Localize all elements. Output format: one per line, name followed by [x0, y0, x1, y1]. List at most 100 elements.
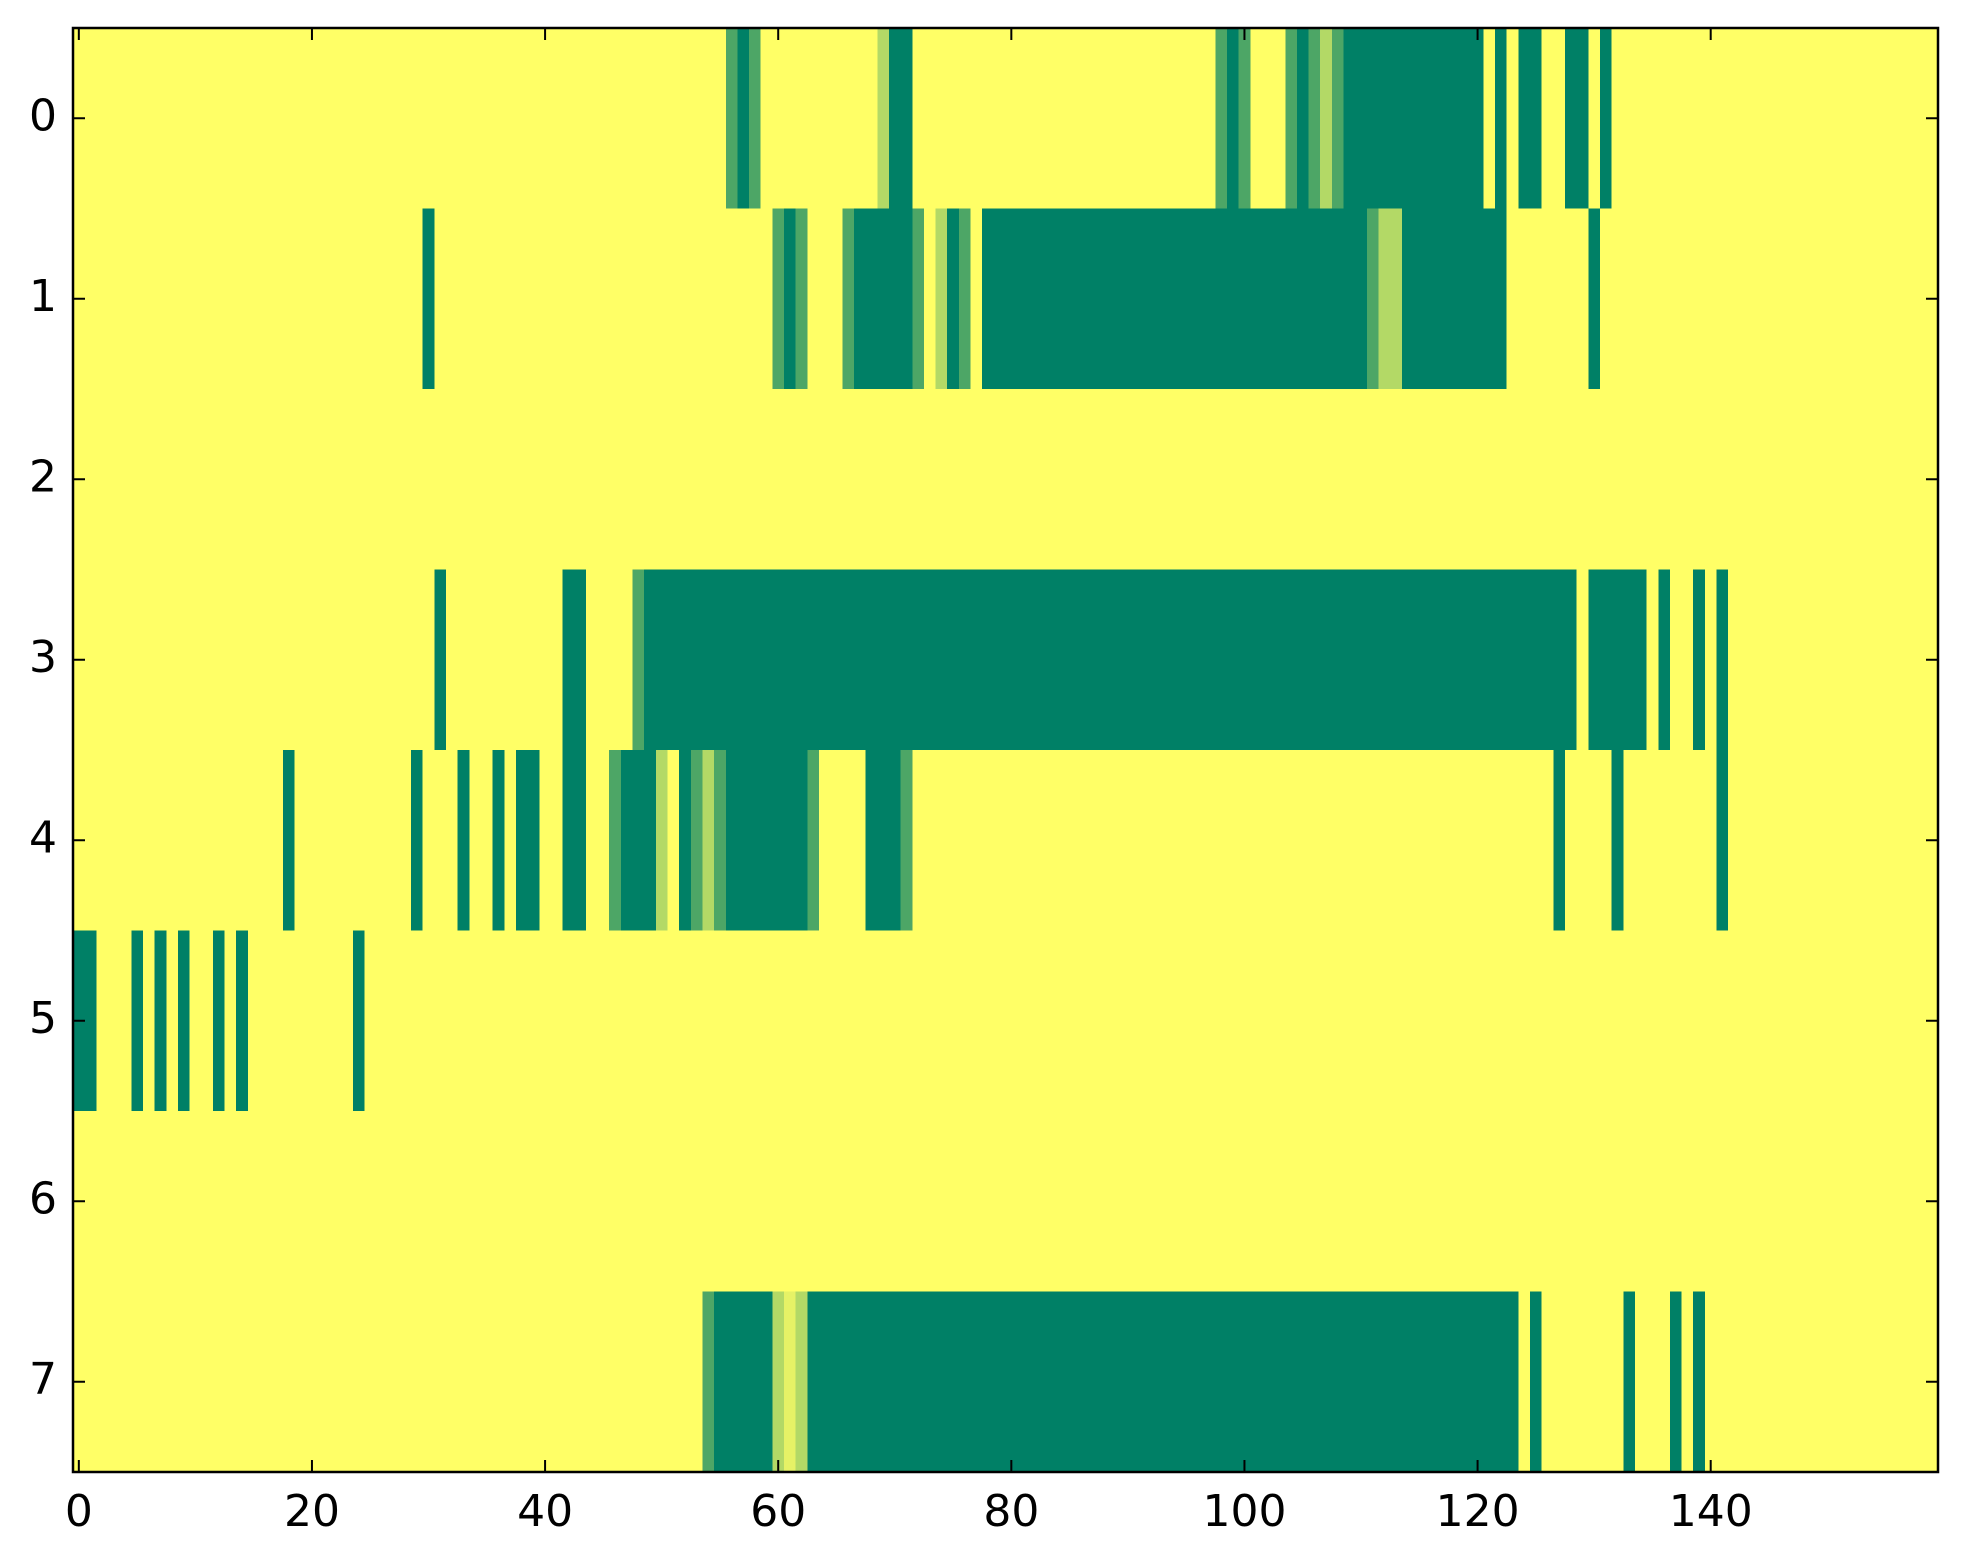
heatmap-cell	[585, 28, 599, 210]
x-tick-label: 0	[65, 1486, 93, 1537]
heatmap-cell	[1110, 569, 1123, 751]
heatmap-cell	[1180, 1111, 1193, 1293]
heatmap-cell	[329, 389, 342, 571]
heatmap-cell	[725, 28, 739, 210]
heatmap-cell	[550, 1291, 564, 1473]
heatmap-cell	[620, 930, 634, 1112]
heatmap-cell	[1448, 930, 1461, 1112]
heatmap-cell	[1833, 569, 1846, 751]
heatmap-cell	[1891, 1111, 1904, 1293]
heatmap-cell	[1285, 1291, 1298, 1473]
heatmap-cell	[84, 389, 97, 571]
heatmap-cell	[376, 389, 389, 571]
heatmap-cell	[772, 389, 785, 571]
heatmap-cell	[1809, 930, 1823, 1112]
heatmap-cell	[422, 28, 435, 210]
heatmap-cell	[830, 1111, 843, 1293]
heatmap-cell	[1145, 1111, 1158, 1293]
heatmap-cell	[970, 930, 983, 1112]
heatmap-cell	[504, 28, 517, 210]
heatmap-cell	[620, 569, 634, 751]
heatmap-cell	[434, 930, 447, 1112]
heatmap-cell	[364, 1111, 377, 1293]
heatmap-cell	[1856, 389, 1869, 571]
heatmap-cell	[1401, 750, 1415, 932]
heatmap-cell	[1506, 208, 1519, 390]
heatmap-cell	[1285, 389, 1298, 571]
heatmap-cell	[1273, 930, 1286, 1112]
heatmap-cell	[1471, 569, 1485, 751]
heatmap-cell	[958, 208, 972, 390]
heatmap-cell	[912, 930, 925, 1112]
heatmap-cell	[376, 569, 389, 751]
heatmap-cell	[819, 569, 832, 751]
heatmap-cell	[1903, 569, 1916, 751]
heatmap-cell	[1192, 750, 1205, 932]
heatmap-cell	[1786, 28, 1799, 210]
heatmap-cell	[737, 750, 750, 932]
heatmap-cell	[84, 569, 97, 751]
heatmap-cell	[702, 1111, 715, 1293]
heatmap-cell	[947, 1291, 960, 1473]
heatmap-cell	[1192, 389, 1205, 571]
heatmap-cell	[737, 1111, 750, 1293]
heatmap-cell	[1460, 389, 1473, 571]
heatmap-cell	[1471, 930, 1485, 1112]
heatmap-cell	[1436, 750, 1450, 932]
heatmap-cell	[1576, 389, 1589, 571]
heatmap-cell	[1821, 389, 1834, 571]
heatmap-cell	[329, 569, 342, 751]
heatmap-cell	[1541, 1291, 1554, 1473]
heatmap-cell	[970, 389, 983, 571]
heatmap-cell	[504, 1111, 517, 1293]
heatmap-cell	[1122, 569, 1135, 751]
heatmap-cell	[1390, 208, 1403, 390]
heatmap-cell	[1005, 750, 1018, 932]
heatmap-cell	[760, 1291, 773, 1473]
heatmap-cell	[317, 930, 331, 1112]
heatmap-cell	[107, 1111, 121, 1293]
heatmap-cell	[224, 1291, 237, 1473]
heatmap-cell	[317, 569, 331, 751]
x-tick-label: 140	[1669, 1486, 1753, 1537]
heatmap-cell	[772, 750, 785, 932]
heatmap-cell	[341, 1111, 354, 1293]
heatmap-cell	[1226, 28, 1240, 210]
heatmap-cell	[667, 208, 680, 390]
heatmap-cell	[504, 1291, 517, 1473]
heatmap-cell	[282, 208, 296, 390]
heatmap-cell	[177, 389, 191, 571]
heatmap-cell	[329, 208, 342, 390]
heatmap-cell	[1168, 389, 1181, 571]
heatmap-cell	[247, 1291, 261, 1473]
heatmap-cell	[772, 930, 785, 1112]
heatmap-cell	[306, 389, 319, 571]
heatmap-cell	[446, 208, 459, 390]
heatmap-cell	[492, 1291, 505, 1473]
heatmap-cell	[201, 1291, 214, 1473]
heatmap-cell	[958, 750, 972, 932]
heatmap-cell	[84, 750, 97, 932]
heatmap-cell	[492, 569, 505, 751]
heatmap-cell	[1786, 208, 1799, 390]
heatmap-cell	[1040, 930, 1053, 1112]
heatmap-cell	[119, 930, 132, 1112]
heatmap-cell	[1261, 1111, 1275, 1293]
heatmap-cell	[1401, 208, 1415, 390]
heatmap-cell	[737, 208, 750, 390]
heatmap-cell	[1343, 569, 1356, 751]
heatmap-cell	[1541, 1111, 1554, 1293]
heatmap-cell	[352, 569, 366, 751]
heatmap-cell	[119, 750, 132, 932]
heatmap-cell	[923, 569, 937, 751]
heatmap-cell	[1903, 28, 1916, 210]
heatmap-cell	[247, 750, 261, 932]
heatmap-cell	[1180, 28, 1193, 210]
heatmap-cell	[1366, 750, 1380, 932]
heatmap-cell	[1599, 569, 1613, 751]
heatmap-cell	[1017, 930, 1030, 1112]
heatmap-cell	[399, 208, 412, 390]
heatmap-cell	[1436, 569, 1450, 751]
heatmap-cell	[457, 930, 470, 1112]
heatmap-cell	[1704, 208, 1718, 390]
